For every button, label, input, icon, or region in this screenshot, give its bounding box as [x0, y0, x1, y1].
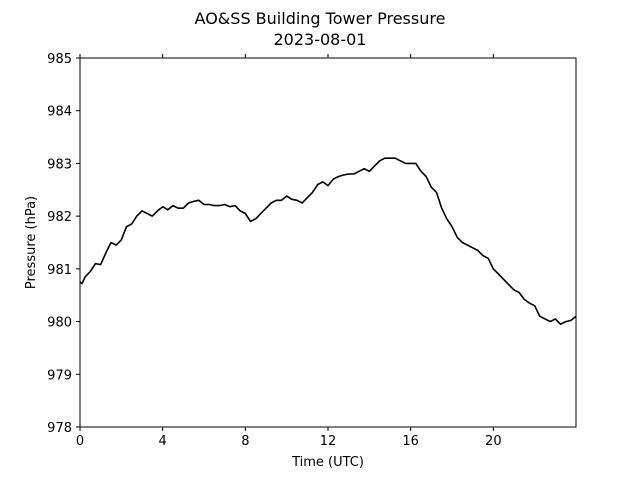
axis-ticks: 0 4 8 12 16 20 978 979 980 981 982 983 984 985	[47, 52, 501, 449]
y-tick-label: 983	[47, 157, 72, 172]
chart-title: AO&SS Building Tower Pressure	[195, 9, 446, 28]
y-tick-label: 982	[47, 210, 72, 225]
y-axis-label: Pressure (hPa)	[24, 196, 39, 289]
x-tick-label: 0	[76, 434, 84, 449]
x-tick-label: 4	[159, 434, 167, 449]
x-axis-label: Time (UTC)	[291, 455, 364, 470]
plot-frame	[79, 57, 577, 428]
y-tick-label: 985	[47, 52, 72, 67]
chart-subtitle: 2023-08-01	[274, 30, 367, 49]
y-tick-label: 978	[47, 421, 72, 436]
x-tick-label: 20	[485, 434, 502, 449]
x-tick-label: 12	[320, 434, 337, 449]
x-tick-label: 16	[402, 434, 419, 449]
pressure-series-line	[79, 157, 577, 325]
y-tick-label: 980	[47, 316, 72, 331]
y-tick-label: 984	[47, 105, 72, 120]
x-tick-label: 8	[241, 434, 249, 449]
y-tick-label: 981	[47, 263, 72, 278]
y-tick-label: 979	[47, 368, 72, 383]
